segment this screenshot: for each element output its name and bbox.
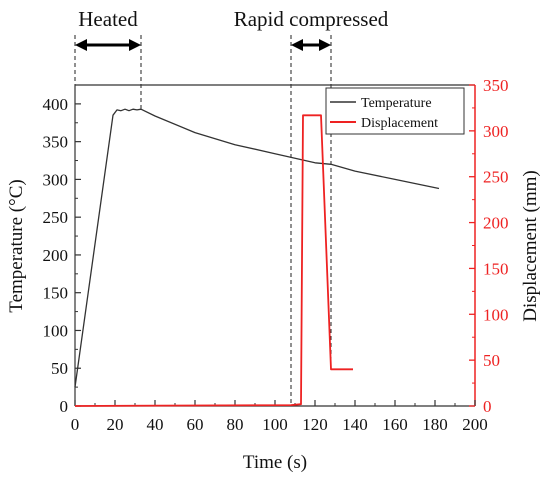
temperature-series-line	[74, 108, 440, 388]
left-y-tick-label: 0	[60, 397, 69, 416]
displacement-series-line	[74, 114, 353, 407]
right-y-tick-label: 250	[483, 168, 509, 187]
annotations-layer: Heated Rapid compressed	[74, 7, 389, 406]
axis-labels: Time (s) Temperature (°C) Displacement (…	[6, 170, 541, 473]
left-y-tick-label: 150	[43, 284, 69, 303]
right-y-tick-label: 300	[483, 122, 509, 141]
left-y-tick-label: 100	[43, 321, 69, 340]
x-tick-label: 140	[342, 415, 368, 434]
heated-arrow-head-left	[75, 39, 87, 51]
right-y-tick-label: 350	[483, 76, 509, 95]
series-layer	[74, 108, 440, 407]
x-tick-label: 20	[107, 415, 124, 434]
right-y-axis-label: Displacement (mm)	[520, 170, 541, 321]
displacement-legend-label: Displacement	[361, 116, 438, 131]
legend: Temperature Displacement	[325, 87, 465, 135]
right-y-tick-label: 100	[483, 305, 509, 324]
x-tick-label: 80	[227, 415, 244, 434]
right-y-tick-label: 200	[483, 214, 509, 233]
x-axis-label: Time (s)	[243, 452, 307, 473]
left-y-axis-label: Temperature (°C)	[6, 179, 27, 312]
x-tick-label: 200	[462, 415, 488, 434]
heated-annotation-label: Heated	[78, 7, 138, 31]
left-y-tick-label: 250	[43, 208, 69, 227]
x-tick-label: 180	[422, 415, 448, 434]
right-y-tick-label: 0	[483, 397, 492, 416]
ticks-layer: 0 20 40 60 80 100 120 140 160 180 2000501001502002…	[43, 76, 509, 434]
x-tick-label: 160	[382, 415, 408, 434]
left-y-tick-label: 350	[43, 133, 69, 152]
left-y-tick-label: 200	[43, 246, 69, 265]
rapid-compressed-arrow-head-left	[291, 39, 303, 51]
left-y-tick-label: 400	[43, 95, 69, 114]
x-tick-label: 0	[71, 415, 80, 434]
temperature-legend-label: Temperature	[361, 96, 432, 111]
x-tick-label: 120	[302, 415, 328, 434]
x-tick-label: 60	[187, 415, 204, 434]
x-tick-label: 40	[147, 415, 164, 434]
rapid-compressed-arrow-head-right	[319, 39, 331, 51]
rapid-compressed-annotation-label: Rapid compressed	[234, 7, 389, 31]
right-y-tick-label: 50	[483, 351, 500, 370]
x-tick-label: 100	[262, 415, 288, 434]
left-y-tick-label: 300	[43, 170, 69, 189]
left-y-tick-label: 50	[51, 359, 68, 378]
right-y-tick-label: 150	[483, 259, 509, 278]
legend-box	[325, 87, 465, 135]
heated-arrow-head-right	[129, 39, 141, 51]
